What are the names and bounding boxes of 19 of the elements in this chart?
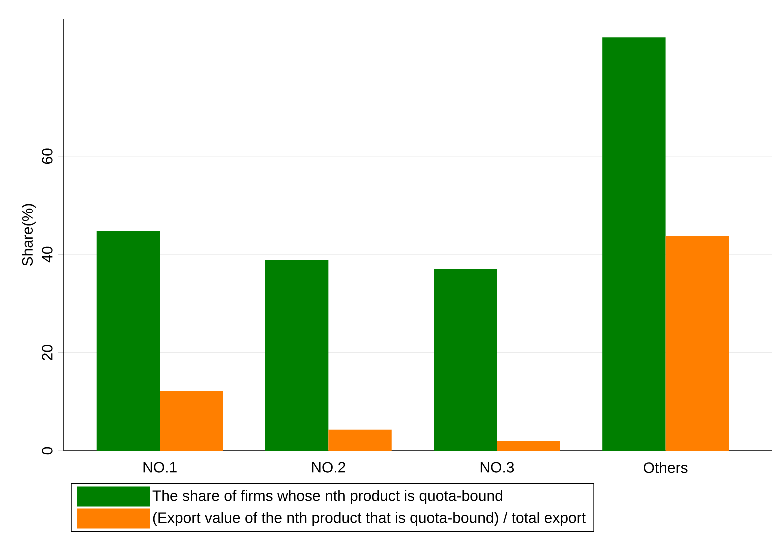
y-tick-label: 20 <box>42 345 53 360</box>
x-tick-label: NO.3 <box>480 462 514 473</box>
bar <box>602 38 666 451</box>
x-tick-label: Others <box>644 462 688 474</box>
bar <box>265 260 329 451</box>
x-tick-label: NO.2 <box>312 462 346 473</box>
bar <box>160 391 224 451</box>
x-tick-label: NO.1 <box>144 462 177 473</box>
legend-label: The share of firms whose nth product is quota-bound <box>152 490 502 504</box>
legend-label: (Export value of the nth product that is quota-bound) / total export <box>153 512 586 526</box>
y-axis-title: Share(%) <box>22 204 36 266</box>
bar <box>497 441 560 451</box>
bar <box>434 269 498 451</box>
bar <box>666 236 730 451</box>
y-tick-label: 0 <box>42 447 53 455</box>
y-tick-label: 40 <box>42 246 53 263</box>
bar <box>328 430 392 451</box>
bar <box>96 231 160 451</box>
y-tick-label: 60 <box>42 148 53 164</box>
